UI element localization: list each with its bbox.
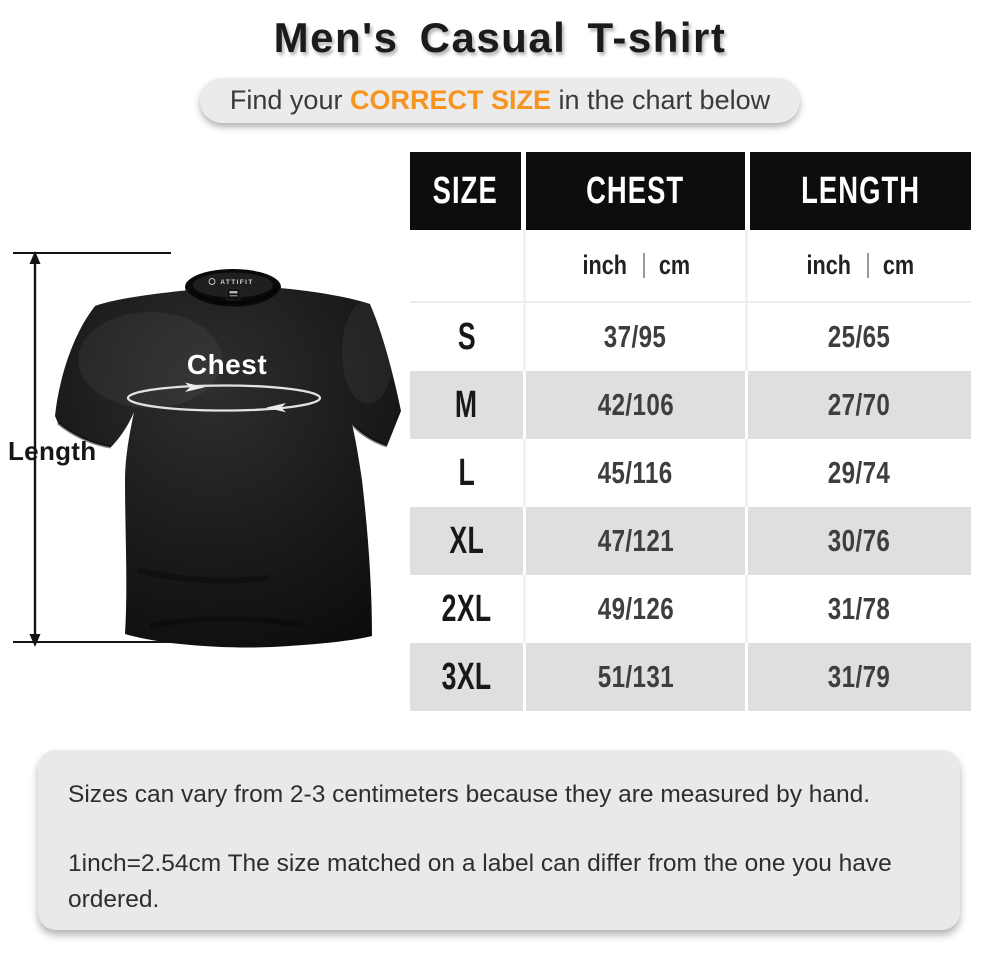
neck-label: ATTIFIT: [208, 278, 254, 301]
neck-brand-text: ATTIFIT: [220, 279, 254, 286]
table-row-l: L 45/116 29/74: [410, 439, 971, 507]
chest-value: 51/131: [597, 659, 674, 694]
tshirt-measure-figure: ATTIFIT Chest Length: [0, 240, 410, 670]
chest-value: 45/116: [598, 455, 673, 490]
units-cell-length: inch cm: [745, 230, 971, 301]
header-cell-length: LENGTH: [750, 152, 971, 230]
length-value: 31/78: [828, 591, 891, 626]
fabric-crease: [137, 567, 269, 584]
sizing-notes-box: Sizes can vary from 2-3 centimeters beca…: [38, 750, 960, 930]
banner-text-prefix: Find your: [229, 85, 350, 115]
tshirt-illustration: ATTIFIT: [13, 251, 401, 648]
length-value: 30/76: [828, 523, 891, 558]
size-value: 3XL: [441, 655, 492, 698]
size-value: S: [457, 315, 476, 358]
size-value: L: [458, 451, 475, 494]
table-row-2xl: 2XL 49/126 31/78: [410, 575, 971, 643]
chest-value: 42/106: [597, 387, 674, 422]
length-arrow: [13, 251, 171, 647]
table-row-xl: XL 47/121 30/76: [410, 507, 971, 575]
length-measure-label: Length: [8, 436, 97, 466]
length-value: 27/70: [828, 387, 891, 422]
cuff-shadow-right: [350, 422, 388, 448]
shading-highlight-right: [342, 300, 394, 404]
banner-text-suffix: in the chart below: [550, 85, 771, 115]
chest-value: 47/121: [597, 523, 674, 558]
header-cell-chest: CHEST: [526, 152, 745, 230]
size-table-header-row: SIZE CHEST LENGTH: [410, 152, 971, 230]
tshirt-body: [55, 288, 401, 648]
fabric-crease: [149, 616, 303, 629]
chest-measure-label: Chest: [186, 349, 268, 380]
table-row-s: S 37/95 25/65: [410, 303, 971, 371]
length-value: 31/79: [828, 659, 891, 694]
find-size-banner: Find your CORRECT SIZE in the chart belo…: [199, 78, 801, 123]
size-table: SIZE CHEST LENGTH inch cm inch cm S 37/95 …: [410, 152, 971, 711]
table-row-m: M 42/106 27/70: [410, 371, 971, 439]
table-row-3xl: 3XL 51/131 31/79: [410, 643, 971, 711]
units-cell-empty: [410, 230, 523, 301]
note-line-1: Sizes can vary from 2-3 centimeters beca…: [68, 781, 871, 808]
units-cell-chest: inch cm: [523, 230, 745, 301]
chest-value: 37/95: [604, 319, 667, 354]
units-row: inch cm inch cm: [410, 230, 971, 303]
chest-value: 49/126: [597, 591, 674, 626]
size-value: XL: [449, 519, 484, 562]
size-value: 2XL: [441, 587, 492, 630]
note-line-2: 1inch=2.54cm The size matched on a label…: [68, 850, 892, 913]
banner-highlight-text: CORRECT SIZE: [349, 85, 551, 115]
cuff-shadow-left: [57, 421, 112, 449]
unit-divider: [866, 253, 869, 278]
shading-highlight: [78, 312, 222, 408]
unit-divider: [642, 253, 645, 278]
length-value: 29/74: [828, 455, 891, 490]
length-value: 25/65: [828, 319, 891, 354]
chest-arrow-ellipse: [126, 382, 322, 413]
header-cell-size: SIZE: [410, 152, 521, 230]
page-title: Men's Casual T-shirt: [273, 14, 727, 61]
collar-rib-front: [187, 286, 281, 307]
size-value: M: [455, 383, 478, 426]
